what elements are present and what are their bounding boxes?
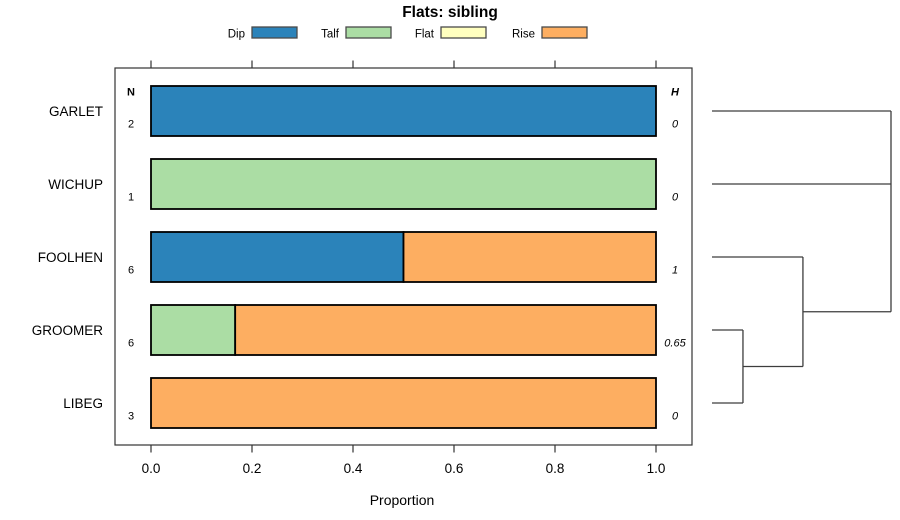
chart-title: Flats: sibling xyxy=(402,4,498,21)
h-value: 0.65 xyxy=(664,338,686,350)
bar-segment xyxy=(150,377,657,429)
legend-swatch xyxy=(345,26,392,39)
category-label: FOOLHEN xyxy=(38,250,103,265)
x-tick-label: 0.2 xyxy=(243,461,262,476)
bar-segment xyxy=(150,85,657,137)
x-tick-label: 0.6 xyxy=(445,461,464,476)
h-column-header: H xyxy=(671,87,680,99)
n-value: 3 xyxy=(128,411,134,423)
legend-swatch xyxy=(440,26,487,39)
plot-box xyxy=(114,67,693,446)
n-value: 6 xyxy=(128,265,134,277)
h-value: 1 xyxy=(672,265,678,277)
legend-label: Rise xyxy=(512,29,535,41)
h-value: 0 xyxy=(672,192,679,204)
n-column-header: N xyxy=(127,87,135,99)
category-label: GROOMER xyxy=(32,323,104,338)
category-label: WICHUP xyxy=(48,177,103,192)
x-axis-label: Proportion xyxy=(370,492,435,508)
h-value: 0 xyxy=(672,411,679,423)
category-label: LIBEG xyxy=(63,396,103,411)
bar-segment xyxy=(150,304,237,356)
bar-segment xyxy=(402,231,657,283)
x-tick-label: 0.4 xyxy=(344,461,363,476)
legend-label: Talf xyxy=(321,29,340,41)
x-tick-label: 0.8 xyxy=(546,461,565,476)
legend-label: Dip xyxy=(228,29,245,41)
n-value: 6 xyxy=(128,338,134,350)
x-tick-label: 1.0 xyxy=(647,461,666,476)
legend-label: Flat xyxy=(415,29,435,41)
h-value: 0 xyxy=(672,119,679,131)
bar-segment xyxy=(234,304,657,356)
bar-segment xyxy=(150,231,405,283)
bar-segment xyxy=(150,158,657,210)
n-value: 2 xyxy=(128,119,134,131)
legend-swatch xyxy=(251,26,298,39)
n-value: 1 xyxy=(128,192,134,204)
legend-swatch xyxy=(541,26,588,39)
category-label: GARLET xyxy=(49,104,103,119)
x-tick-label: 0.0 xyxy=(142,461,161,476)
